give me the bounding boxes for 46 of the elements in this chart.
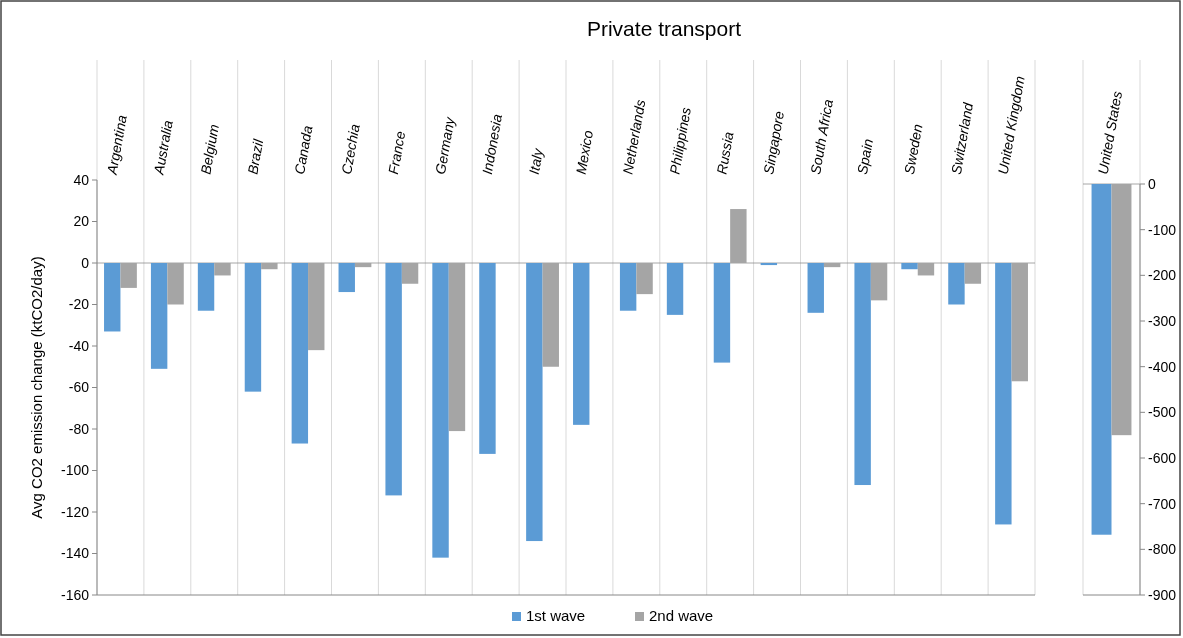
y-tick-label: 40 <box>73 171 90 188</box>
x-tick-label: Netherlands <box>619 98 649 176</box>
y-tick-label: -160 <box>60 586 90 603</box>
y-tick-label: 0 <box>81 254 90 271</box>
y-tick-label: -40 <box>68 337 90 354</box>
x-tick-label: Canada <box>291 124 316 176</box>
x-tick-label: Brazil <box>244 137 267 176</box>
y-tick-label: 0 <box>1148 175 1156 192</box>
x-tick-label: South Africa <box>807 97 837 176</box>
y-tick-label: -500 <box>1148 404 1177 421</box>
x-tick-label: United States <box>1094 89 1126 176</box>
x-tick-label: Australia <box>150 118 176 177</box>
x-tick-label: Argentina <box>103 113 130 177</box>
y-tick-label: -140 <box>60 545 90 562</box>
y-tick-label: -600 <box>1148 449 1177 466</box>
y-tick-label: -300 <box>1148 312 1177 329</box>
y-tick-label: -80 <box>68 420 90 437</box>
x-tick-label: Philippines <box>666 106 694 176</box>
x-tick-label: Germany <box>431 115 458 176</box>
y-tick-label: -700 <box>1148 495 1177 512</box>
x-tick-label: Belgium <box>197 122 223 176</box>
y-tick-label: -100 <box>60 462 90 479</box>
x-tick-label: Italy <box>525 146 547 176</box>
x-tick-label: Switzerland <box>947 100 977 176</box>
y-tick-label: -800 <box>1148 541 1177 558</box>
x-tick-label: Spain <box>854 137 877 176</box>
x-tick-label: Czechia <box>338 122 363 176</box>
y-tick-label: -900 <box>1148 586 1177 603</box>
x-tick-label: France <box>385 129 409 176</box>
legend-label: 1st wave <box>526 607 586 624</box>
legend-label: 2nd wave <box>649 607 714 624</box>
y-tick-label: -120 <box>60 503 90 520</box>
y-tick-label: 20 <box>73 213 90 230</box>
y-tick-label: -400 <box>1148 358 1177 375</box>
x-tick-label: Mexico <box>572 128 597 176</box>
y-tick-label: -60 <box>68 379 90 396</box>
x-tick-label: Singapore <box>760 109 788 176</box>
y-tick-label: -20 <box>68 296 90 313</box>
x-tick-label: Russia <box>713 130 737 176</box>
x-tick-label: United Kingdom <box>994 74 1028 176</box>
y-tick-label: -200 <box>1148 267 1177 284</box>
chart-title: Private transport <box>586 17 742 40</box>
x-tick-label: Indonesia <box>478 112 506 176</box>
y-axis-title: Avg CO2 emission change (ktCO2/day) <box>28 256 45 519</box>
y-tick-label: -100 <box>1148 221 1177 238</box>
x-tick-label: Sweden <box>900 122 926 176</box>
